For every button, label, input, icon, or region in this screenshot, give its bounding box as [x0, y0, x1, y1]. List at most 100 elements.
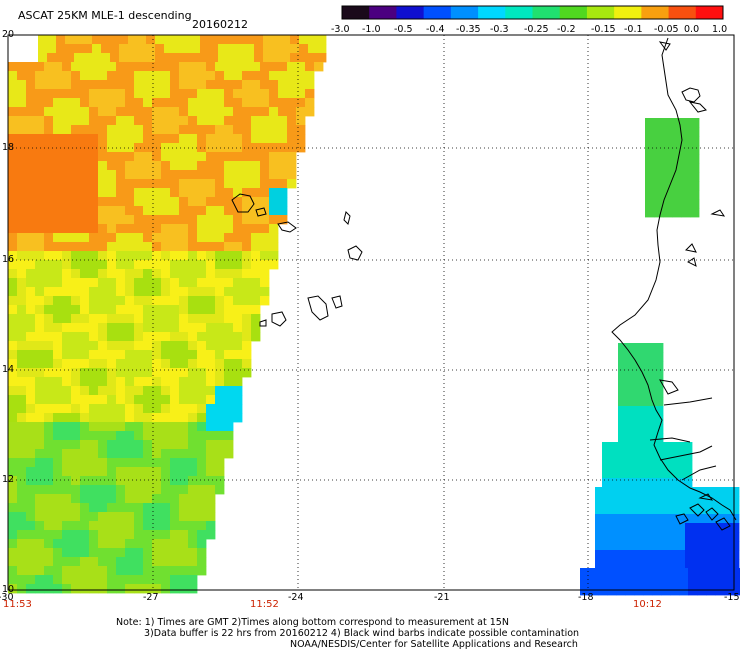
swath-cell: [26, 350, 36, 360]
swath-cell: [161, 152, 171, 162]
swath-cell: [53, 485, 63, 495]
swath-cell: [721, 559, 731, 569]
swath-cell: [197, 539, 207, 549]
swath-cell: [17, 116, 27, 126]
swath-cell: [188, 548, 198, 558]
swath-cell: [233, 80, 243, 90]
swath-cell: [17, 512, 27, 522]
swath-cell: [224, 440, 234, 450]
swath-cell: [62, 125, 72, 135]
swath-cell: [107, 170, 117, 180]
swath-cell: [206, 170, 216, 180]
swath-cell: [242, 314, 252, 324]
swath-cell: [44, 134, 54, 144]
swath-cell: [71, 197, 81, 207]
swath-cell: [62, 485, 72, 495]
swath-cell: [173, 53, 183, 63]
swath-cell: [233, 332, 243, 342]
swath-cell: [611, 460, 621, 470]
swath-cell: [62, 395, 72, 405]
swath-cell: [679, 577, 689, 587]
swath-cell: [134, 404, 144, 414]
swath-cell: [188, 179, 198, 189]
swath-cell: [8, 476, 18, 486]
swath-cell: [622, 505, 632, 515]
swath-cell: [44, 161, 54, 171]
swath-cell: [721, 514, 731, 524]
swath-cell: [98, 161, 108, 171]
swath-cell: [170, 80, 180, 90]
swath-cell: [80, 494, 90, 504]
swath-cell: [8, 224, 18, 234]
swath-cell: [80, 323, 90, 333]
swath-cell: [260, 188, 270, 198]
swath-cell: [53, 440, 63, 450]
swath-cell: [663, 118, 673, 128]
swath-cell: [44, 521, 54, 531]
swath-cell: [645, 370, 655, 380]
swath-cell: [89, 440, 99, 450]
swath-cell: [674, 469, 684, 479]
swath-cell: [125, 395, 135, 405]
swath-cell: [107, 539, 117, 549]
swath-cell: [712, 523, 722, 533]
swath-cell: [269, 251, 279, 261]
swath-cell: [8, 134, 18, 144]
swath-cell: [618, 433, 628, 443]
swath-cell: [197, 332, 207, 342]
swath-cell: [17, 485, 27, 495]
swath-cell: [170, 350, 180, 360]
swath-cell: [613, 550, 623, 560]
swath-cell: [71, 89, 81, 99]
swath-cell: [89, 296, 99, 306]
swath-cell: [8, 404, 18, 414]
swath-cell: [179, 467, 189, 477]
swath-cell: [161, 512, 171, 522]
swath-cell: [640, 523, 650, 533]
swath-cell: [161, 206, 171, 216]
swath-cell: [107, 350, 117, 360]
swath-cell: [170, 251, 180, 261]
swath-cell: [188, 215, 198, 225]
colorbar-tick-label: 0.0: [684, 24, 700, 35]
swath-cell: [188, 251, 198, 261]
swath-cell: [125, 386, 135, 396]
swath-cell: [92, 44, 102, 54]
swath-cell: [242, 287, 252, 297]
swath-cell: [44, 233, 54, 243]
swath-cell: [47, 53, 57, 63]
swath-cell: [134, 305, 144, 315]
swath-cell: [116, 233, 126, 243]
swath-cell: [134, 98, 144, 108]
swath-cell: [647, 442, 657, 452]
swath-cell: [89, 467, 99, 477]
swath-cell: [251, 116, 261, 126]
swath-cell: [170, 134, 180, 144]
swath-cell: [170, 269, 180, 279]
swath-cell: [179, 62, 189, 72]
swath-cell: [715, 568, 725, 578]
swath-cell: [649, 487, 659, 497]
swath-cell: [179, 539, 189, 549]
swath-cell: [152, 557, 162, 567]
swath-cell: [26, 548, 36, 558]
swath-cell: [161, 161, 171, 171]
swath-cell: [143, 98, 153, 108]
swath-cell: [278, 98, 288, 108]
swath-cell: [143, 404, 153, 414]
swath-cell: [251, 251, 261, 261]
swath-cell: [218, 35, 228, 45]
swath-cell: [44, 566, 54, 576]
swath-cell: [287, 161, 297, 171]
swath-cell: [98, 584, 108, 594]
swath-cell: [35, 467, 45, 477]
swath-cell: [116, 584, 126, 594]
swath-cell: [38, 53, 48, 63]
swath-cell: [71, 395, 81, 405]
swath-cell: [152, 350, 162, 360]
note-line-2: 3)Data buffer is 22 hrs from 20160212 4)…: [144, 628, 580, 639]
swath-cell: [607, 586, 617, 596]
swath-cell: [152, 521, 162, 531]
swath-cell: [287, 134, 297, 144]
swath-cell: [197, 98, 207, 108]
